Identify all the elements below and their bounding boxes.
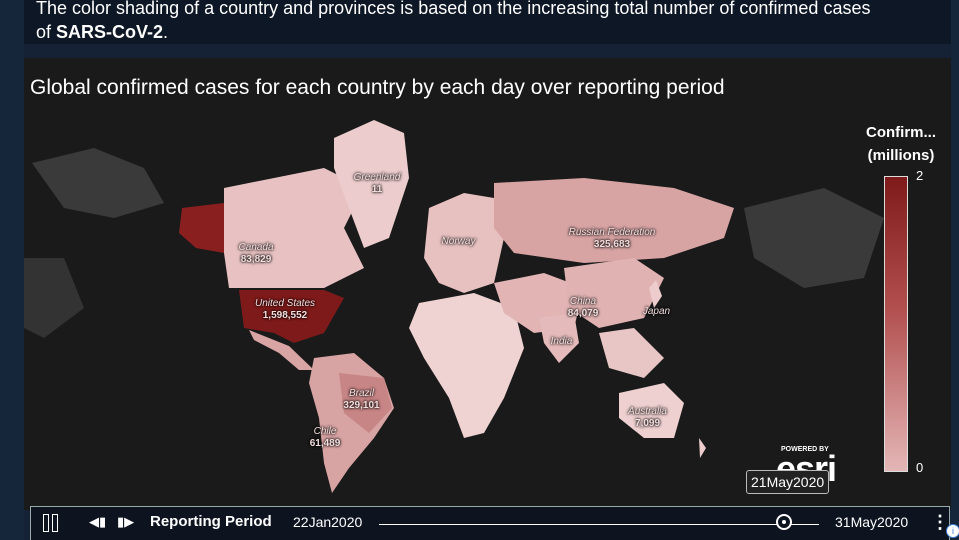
- country-east-asia-east: [744, 188, 884, 288]
- legend-title: Confirm... (millions): [866, 121, 936, 167]
- country-southeast-asia: [599, 328, 664, 378]
- label-greenland-name: Greenland: [353, 172, 401, 183]
- legend-title-line-1: Confirm...: [866, 124, 936, 141]
- info-icon[interactable]: i: [946, 524, 959, 538]
- country-russia: [494, 178, 734, 263]
- left-margin: [0, 0, 24, 540]
- more-options-button[interactable]: ⋮: [931, 512, 949, 532]
- pause-icon-bar-left: [43, 514, 49, 532]
- label-chile-value: 61,489: [309, 438, 341, 449]
- country-australia: [619, 383, 684, 438]
- slider-thumb[interactable]: [775, 514, 792, 530]
- country-china: [564, 258, 664, 328]
- country-alaska: [179, 203, 224, 253]
- country-canada: [224, 168, 364, 288]
- reporting-period-label: Reporting Period: [150, 513, 272, 530]
- label-chile-name: Chile: [313, 426, 337, 437]
- label-china-name: China: [569, 296, 597, 307]
- label-united-states: United States 1,598,552: [240, 298, 330, 322]
- label-brazil: Brazil 329,101: [334, 388, 389, 412]
- next-step-button[interactable]: ▮▶: [117, 514, 135, 529]
- caption-line-2: of SARS-CoV-2.: [36, 20, 956, 44]
- powered-by-text: POWERED BY: [781, 446, 829, 453]
- label-united-states-value: 1,598,552: [262, 310, 308, 321]
- country-europe: [424, 193, 504, 293]
- country-brazil: [339, 373, 392, 433]
- country-japan: [649, 280, 662, 308]
- label-japan-name: Japan: [642, 306, 671, 317]
- label-australia: Australia 7,099: [620, 406, 675, 430]
- label-united-states-name: United States: [254, 298, 316, 309]
- country-usa: [239, 290, 344, 343]
- country-india: [539, 313, 579, 363]
- world-map[interactable]: [24, 108, 951, 508]
- time-slider-bar: ◀▮ ▮▶ Reporting Period 22Jan2020 31May20…: [30, 506, 950, 540]
- label-japan: Japan: [634, 306, 679, 318]
- caption-prefix: of: [36, 22, 57, 42]
- country-new-zealand: [699, 438, 706, 458]
- pause-icon-bar-right: [52, 514, 58, 532]
- right-margin: [951, 0, 959, 540]
- label-russia-value: 325,683: [593, 239, 631, 250]
- country-mexico: [249, 330, 314, 370]
- label-norway: Norway: [436, 236, 481, 248]
- label-greenland-value: 11: [371, 184, 383, 195]
- legend-max-value: 2: [916, 168, 924, 183]
- caption-virus-name: SARS-CoV-2: [56, 22, 164, 42]
- country-africa: [409, 293, 524, 438]
- label-canada-name: Canada: [238, 242, 274, 253]
- legend-color-ramp: [884, 176, 908, 472]
- end-date: 31May2020: [835, 514, 909, 530]
- label-canada: Canada 83,829: [226, 242, 286, 266]
- label-brazil-value: 329,101: [343, 400, 380, 411]
- label-india: India: [544, 336, 579, 348]
- label-russia-name: Russian Federation: [568, 227, 656, 238]
- previous-step-button[interactable]: ◀▮: [89, 514, 107, 529]
- caption-line-1: The color shading of a country and provi…: [36, 0, 871, 18]
- caption-text: The color shading of a country and provi…: [36, 0, 956, 44]
- legend-title-line-2: (millions): [867, 147, 935, 164]
- slider-track[interactable]: [379, 524, 819, 525]
- label-australia-name: Australia: [628, 406, 667, 417]
- country-west-africa-dark: [24, 258, 84, 338]
- pause-button[interactable]: [41, 514, 61, 532]
- current-date-badge: 21May2020: [746, 470, 830, 494]
- start-date: 22Jan2020: [293, 514, 363, 530]
- map-title: Global confirmed cases for each country …: [30, 76, 725, 99]
- label-chile: Chile 61,489: [300, 426, 350, 450]
- label-canada-value: 83,829: [240, 254, 272, 265]
- country-greenland: [334, 120, 409, 248]
- label-china-value: 84,079: [567, 308, 599, 319]
- label-norway-name: Norway: [441, 236, 476, 247]
- label-brazil-name: Brazil: [348, 388, 374, 399]
- caption-band: [24, 0, 951, 44]
- legend-min-value: 0: [916, 460, 924, 475]
- country-south-america: [309, 353, 394, 493]
- label-russia: Russian Federation 325,683: [552, 227, 672, 251]
- label-australia-value: 7,099: [634, 418, 661, 429]
- country-alaska-west: [32, 148, 164, 218]
- label-china: China 84,079: [558, 296, 608, 320]
- label-greenland: Greenland 11: [342, 172, 412, 196]
- label-india-name: India: [550, 336, 573, 347]
- caption-suffix: .: [163, 22, 169, 42]
